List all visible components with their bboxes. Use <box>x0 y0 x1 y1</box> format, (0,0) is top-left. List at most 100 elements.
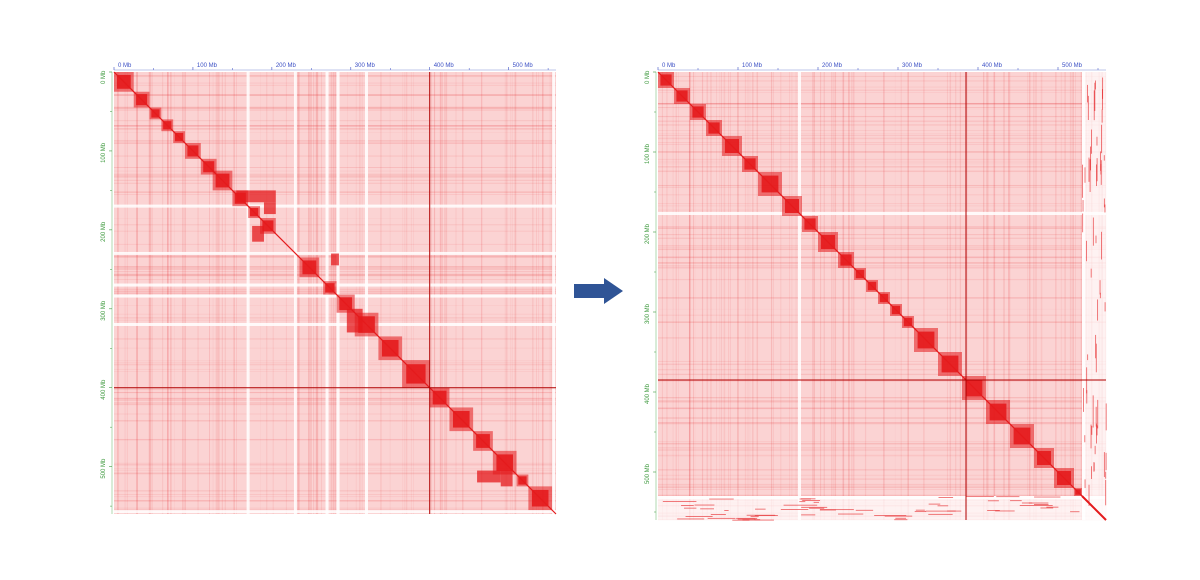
heatmap-texture-stripe <box>813 72 815 520</box>
unplaced-signal <box>662 501 697 502</box>
heatmap-texture-stripe <box>993 72 996 520</box>
heatmap-texture-stripe <box>658 423 1106 425</box>
heatmap-texture-stripe <box>514 72 516 514</box>
unplaced-signal <box>1093 462 1095 472</box>
unplaced-signal <box>894 519 908 521</box>
x-tick-label: 300 Mb <box>355 63 376 69</box>
unplaced-columns <box>1082 72 1106 520</box>
unplaced-signal <box>1105 480 1107 506</box>
unplaced-signal <box>1102 89 1103 110</box>
unplaced-signal <box>681 505 694 506</box>
heatmap-texture-stripe <box>321 72 322 514</box>
heatmap-texture-stripe <box>908 72 910 520</box>
heatmap-texture-stripe <box>114 155 556 157</box>
heatmap-texture-stripe <box>441 72 443 514</box>
unplaced-signal <box>809 507 825 509</box>
heatmap-texture-stripe <box>946 72 948 520</box>
heatmap-texture-stripe <box>114 170 556 172</box>
heatmap-texture-stripe <box>114 419 556 422</box>
unplaced-signal <box>895 517 907 519</box>
heatmap-texture-stripe <box>114 273 556 276</box>
off-diagonal-block <box>477 470 501 483</box>
unplaced-signal <box>1095 235 1097 244</box>
heatmap-texture-stripe <box>658 151 1106 153</box>
heatmap-texture-stripe <box>658 248 1106 251</box>
unplaced-signal <box>1087 95 1089 121</box>
heatmap-texture-stripe <box>380 72 382 514</box>
heatmap-texture-stripe <box>1069 72 1072 520</box>
heatmap-body: 0 Mb 100 Mb 200 Mb 300 Mb 400 Mb 500 Mb 0 Mb 10… <box>645 63 1107 521</box>
main-diagonal <box>113 71 557 515</box>
heatmap-texture-stripe <box>114 397 556 399</box>
main-diagonal <box>657 71 1107 521</box>
unplaced-signal <box>914 511 927 513</box>
heatmap-texture-stripe <box>114 179 556 181</box>
heatmap-texture-stripe <box>114 110 556 111</box>
heatmap-texture-stripe <box>182 72 184 514</box>
heatmap-texture-stripe <box>658 80 1106 82</box>
heatmap-gap-row <box>114 322 556 326</box>
heatmap-texture-stripe <box>907 72 909 520</box>
heatmap-texture-stripe <box>114 243 556 245</box>
heatmap-texture-stripe <box>672 72 674 520</box>
heatmap-texture-stripe <box>658 203 1106 205</box>
heatmap-texture-stripe <box>842 72 845 520</box>
heatmap-gap-row <box>658 212 1106 215</box>
heatmap-texture-stripe <box>297 72 299 514</box>
heatmap-texture-stripe <box>658 133 1106 135</box>
unplaced-signal <box>938 497 954 498</box>
heatmap-gap-column <box>336 72 340 514</box>
heatmap-texture-stripe <box>405 72 408 514</box>
unplaced-signal <box>736 517 758 519</box>
heatmap-gap-row <box>114 251 556 255</box>
heatmap-texture-stripe <box>1060 72 1063 520</box>
heatmap-texture-stripe <box>114 271 556 272</box>
heatmap-texture-stripe <box>658 86 1106 88</box>
heatmap-texture-stripe <box>658 401 1106 403</box>
unplaced-signal <box>1095 406 1097 427</box>
x-tick-label: 400 Mb <box>982 63 1003 69</box>
heatmap-texture-stripe <box>658 407 1106 409</box>
heatmap-texture-stripe <box>658 102 1106 105</box>
heatmap-texture-stripe <box>209 72 210 514</box>
unplaced-signal <box>1095 343 1097 373</box>
unplaced-signal <box>884 515 913 517</box>
unplaced-signal <box>1090 268 1092 278</box>
off-diagonal-block <box>252 225 264 242</box>
heatmap-texture-stripe <box>986 72 988 520</box>
heatmap-texture-stripe <box>184 72 186 514</box>
unplaced-signal <box>685 516 713 517</box>
heatmap-texture-stripe <box>658 142 1106 144</box>
heatmap-texture-stripe <box>114 125 556 127</box>
heatmap-gap-column <box>798 72 801 520</box>
heatmap-texture-stripe <box>355 72 357 514</box>
heatmap-texture-stripe <box>658 194 1106 196</box>
heatmap-texture-stripe <box>1008 72 1010 520</box>
heatmap-texture-stripe <box>114 496 556 498</box>
unplaced-signal <box>1101 124 1103 154</box>
heatmap-texture-stripe <box>389 72 391 514</box>
heatmap-texture-stripe <box>658 363 1106 366</box>
unplaced-signal <box>987 510 1000 511</box>
heatmap-texture-stripe <box>658 447 1106 448</box>
heatmap-texture-stripe <box>316 72 319 514</box>
heatmap-texture-stripe <box>658 170 1106 173</box>
heatmap-texture-stripe <box>162 72 164 514</box>
heatmap-texture-stripe <box>114 125 556 127</box>
heatmap-texture-stripe <box>114 182 556 184</box>
heatmap-texture-stripe <box>126 72 128 514</box>
heatmap-texture-stripe <box>730 72 731 520</box>
unplaced-signal <box>1034 504 1049 505</box>
x-tick-label: 100 Mb <box>742 63 763 69</box>
y-tick-label: 400 Mb <box>101 379 107 400</box>
unplaced-signal <box>1096 164 1097 187</box>
heatmap-texture-stripe <box>993 72 995 520</box>
heatmap-texture-stripe <box>114 107 556 109</box>
unplaced-signal <box>1083 388 1084 412</box>
heatmap-texture-stripe <box>114 109 556 111</box>
unplaced-signal <box>1034 496 1061 498</box>
heatmap-after-svg: 0 Mb 100 Mb 200 Mb 300 Mb 400 Mb 500 Mb 0 Mb 10… <box>645 63 1107 521</box>
heatmap-texture-stripe <box>114 500 556 502</box>
unplaced-signal <box>802 500 821 502</box>
